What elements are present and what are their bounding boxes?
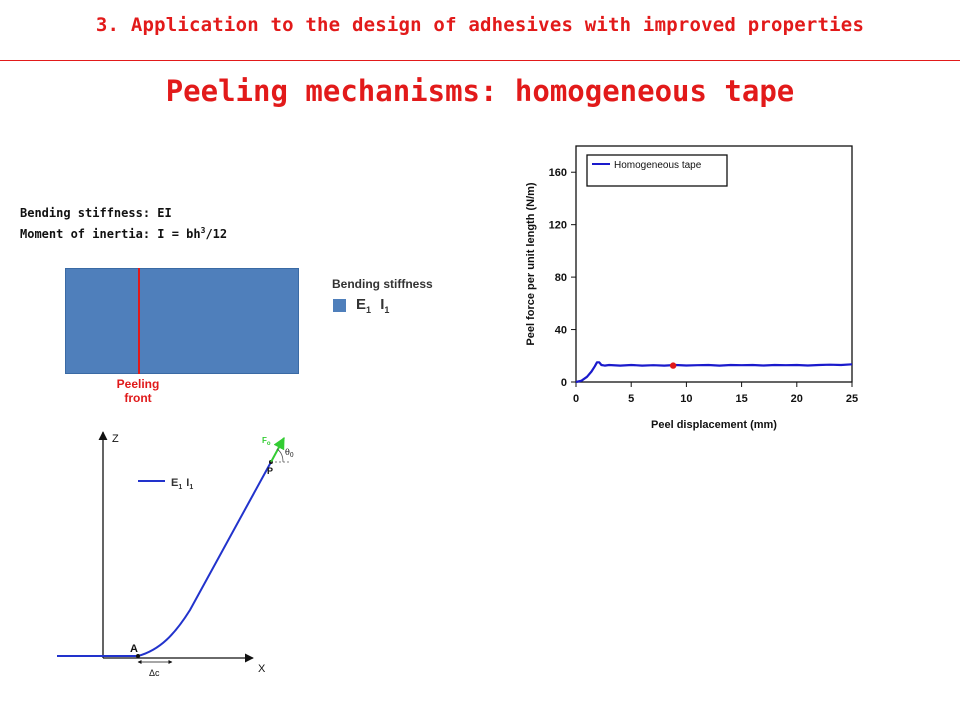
peeling-front-label: Peeling front [100,377,176,405]
section-header: 3. Application to the design of adhesive… [95,14,865,36]
slide-title: Peeling mechanisms: homogeneous tape [165,74,795,108]
x-tick-label: 0 [573,393,579,405]
x-axis-title: Peel displacement (mm) [651,419,777,431]
y-tick-label: 80 [555,272,567,284]
y-axis-title: Peel force per unit length (N/m) [525,182,537,346]
point-a-marker [136,654,140,658]
y-tick-label: 160 [549,167,567,179]
legend-e-sub: 1 [366,305,372,315]
peel-legend-e-sub: 1 [178,484,182,491]
legend-label-e1-i1: E1 I1 [356,296,389,315]
legend-swatch [333,299,346,312]
force-label: Fo [262,436,271,447]
legend-i: I [380,296,385,313]
theta-label: θ0 [285,448,294,459]
peeling-front-label-line1: Peeling [116,377,160,391]
plot-frame [575,145,853,383]
legend-e: E [356,296,367,313]
current-position-marker [669,362,677,369]
bending-stiffness-text: Bending stiffness: EI [20,206,172,220]
x-tick-label: 10 [680,393,692,405]
theta-arc [276,448,284,463]
header-divider [0,60,960,61]
x-tick-label: 15 [735,393,747,405]
y-tick-label: 40 [555,325,567,337]
y-tick-label: 0 [561,377,567,389]
point-a-label: A [130,643,138,655]
peeling-front-label-line2: front [124,391,152,405]
peel-legend-i: I [186,477,189,489]
bending-stiffness-legend-title: Bending stiffness [332,277,433,291]
peeling-front-line [138,268,140,374]
x-tick-label: 20 [791,393,803,405]
series-line-homogeneous-tape [575,361,853,384]
x-axis-label: X [258,663,266,675]
moment-prefix: Moment of inertia: I = bh [20,227,201,241]
moment-of-inertia-text: Moment of inertia: I = bh3/12 [20,226,227,241]
chart-legend-label: Homogeneous tape [614,160,702,171]
theta-main: θ [285,448,290,457]
delta-c-label: Δc [149,668,160,678]
force-label-sub: o [267,441,271,447]
point-p-label: P [267,466,273,476]
theta-sub: 0 [290,452,294,459]
moment-suffix: /12 [205,227,228,241]
y-tick-label: 120 [549,220,567,232]
force-label-main: F [262,436,267,445]
z-axis-label: Z [112,433,119,445]
x-tick-label: 25 [846,393,858,405]
tape-cross-section [65,268,299,374]
chart-legend-box [586,154,728,187]
force-vector [270,436,285,463]
x-tick-label: 5 [628,393,634,405]
legend-i-sub: 1 [384,305,390,315]
peel-legend-i-sub: 1 [189,484,193,491]
moment-exponent: 3 [200,226,206,235]
peel-legend-e: E [171,477,178,489]
peel-legend-label: E1 I1 [171,477,193,491]
